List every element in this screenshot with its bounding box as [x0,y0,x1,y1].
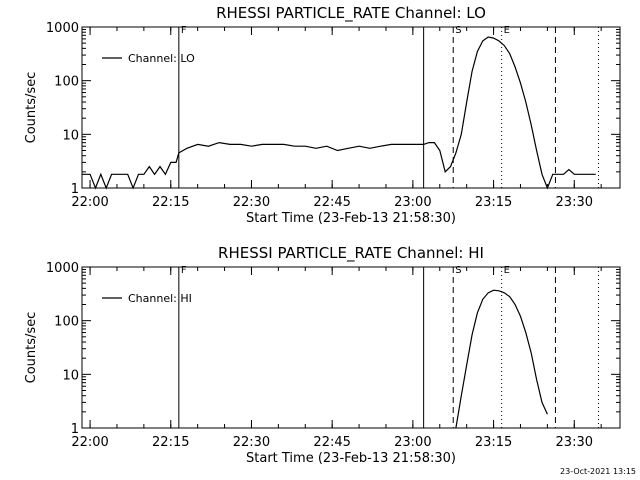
x-tick-label: 23:30 [556,435,593,450]
series-line [82,36,596,190]
y-tick-label: 1000 [46,21,79,36]
annotation-label: S [455,25,461,36]
y-axis-label: Counts/sec [24,72,39,144]
x-tick-label: 22:15 [152,195,189,210]
plot-frame [81,266,621,429]
panel-hi: RHESSI PARTICLE_RATE Channel: HI Counts/s… [24,244,621,466]
y-tick-label: 100 [54,315,79,330]
footer-timestamp: 23-Oct-2021 13:15 [560,467,636,476]
x-tick-label: 22:00 [71,195,108,210]
y-tick-label: 100 [54,75,79,90]
x-axis-label: Start Time (23-Feb-13 21:58:30) [246,451,456,466]
panel-lo: RHESSI PARTICLE_RATE Channel: LO Counts/s… [24,4,621,226]
y-tick-label: 1000 [46,261,79,276]
x-tick-label: 23:30 [556,195,593,210]
x-axis-label: Start Time (23-Feb-13 21:58:30) [246,211,456,226]
plot-frame [81,26,621,189]
annotation-label: F [181,25,187,36]
annotation-label: F [181,265,187,276]
chart-title: RHESSI PARTICLE_RATE Channel: LO [216,4,486,23]
legend-label: Channel: LO [128,52,195,65]
x-tick-label: 23:15 [475,195,512,210]
chart-title: RHESSI PARTICLE_RATE Channel: HI [218,244,484,263]
annotation-label: E [504,25,510,36]
series-line [455,289,548,429]
x-tick-label: 22:30 [233,195,270,210]
y-tick-label: 1 [71,182,79,197]
x-tick-label: 23:00 [394,195,431,210]
annotation-label: E [504,265,510,276]
y-axis-label: Counts/sec [24,312,39,384]
x-tick-label: 22:00 [71,435,108,450]
x-tick-label: 22:30 [233,435,270,450]
y-tick-label: 10 [62,128,79,143]
x-tick-label: 23:15 [475,435,512,450]
x-tick-label: 22:45 [313,435,350,450]
x-tick-label: 22:45 [313,195,350,210]
x-tick-label: 22:15 [152,435,189,450]
legend-label: Channel: HI [128,292,192,305]
y-tick-label: 10 [62,368,79,383]
annotation-label: S [455,265,461,276]
y-tick-label: 1 [71,422,79,437]
x-tick-label: 23:00 [394,435,431,450]
